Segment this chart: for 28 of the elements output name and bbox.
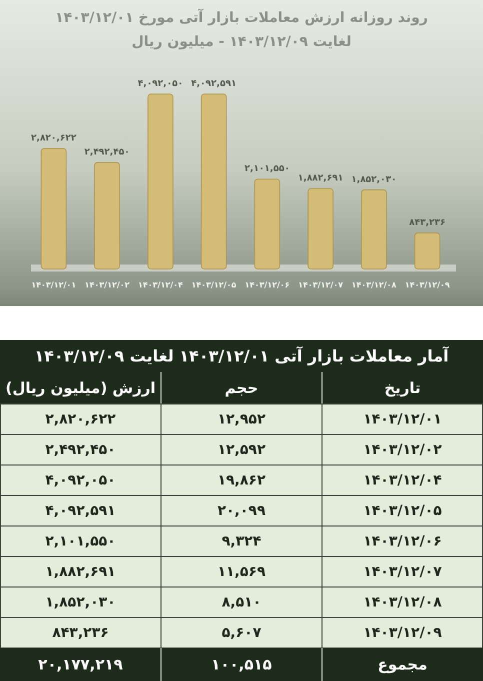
value: ۱,۸۸۲,۶۹۱ xyxy=(45,564,116,580)
category: ۱۴۰۳/۱۲/۰۴ xyxy=(363,472,442,488)
category: ۱۴۰۳/۱۲/۰۱ xyxy=(363,411,442,428)
value: ۱۲,۹۵۲ xyxy=(217,411,266,428)
value: ۸۴۳,۲۳۶ xyxy=(52,624,109,641)
value: ۱۹,۸۶۲ xyxy=(217,472,266,488)
title: لغایت ۱۴۰۳/۱۲/۰۹ - میلیون ریال xyxy=(132,34,352,50)
category: ۱۴۰۳/۱۲/۰۵ xyxy=(363,502,442,519)
value: ۸,۵۱۰ xyxy=(222,594,262,610)
category: ۱۴۰۳/۱۲/۰۸ xyxy=(363,594,442,610)
category: ۱۴۰۳/۱۲/۰۹ xyxy=(363,624,442,641)
value: ۲,۴۹۲,۴۵۰ xyxy=(45,442,116,458)
title: روند روزانه ارزش معاملات بازار آتی مورخ ۱۴۰۳/۱۲/۰۱ xyxy=(55,10,428,26)
value: ۵,۶۰۷ xyxy=(222,624,262,641)
category: ۱۴۰۳/۱۲/۰۲ xyxy=(363,442,442,458)
total: ۱۰۰,۵۱۵ xyxy=(211,656,272,674)
value: ۲,۱۰۱,۵۵۰ xyxy=(45,533,116,550)
value: ۲۰,۰۹۹ xyxy=(217,502,266,519)
value: ۱۲,۵۹۲ xyxy=(217,442,266,458)
category: ۱۴۰۳/۱۲/۰۶ xyxy=(363,533,442,550)
value: ۴,۰۹۲,۰۵۰ xyxy=(45,472,116,488)
category: ۱۴۰۳/۱۲/۰۷ xyxy=(363,564,442,580)
value: ۱۱,۵۶۹ xyxy=(217,564,266,580)
value: ۲,۸۲۰,۶۲۲ xyxy=(45,411,116,428)
total: ۲۰,۱۷۷,۲۱۹ xyxy=(38,656,123,674)
value: ۱,۸۵۲,۰۳۰ xyxy=(45,594,116,610)
value: ۹,۳۲۴ xyxy=(222,533,262,550)
value: ۴,۰۹۲,۵۹۱ xyxy=(45,502,116,519)
